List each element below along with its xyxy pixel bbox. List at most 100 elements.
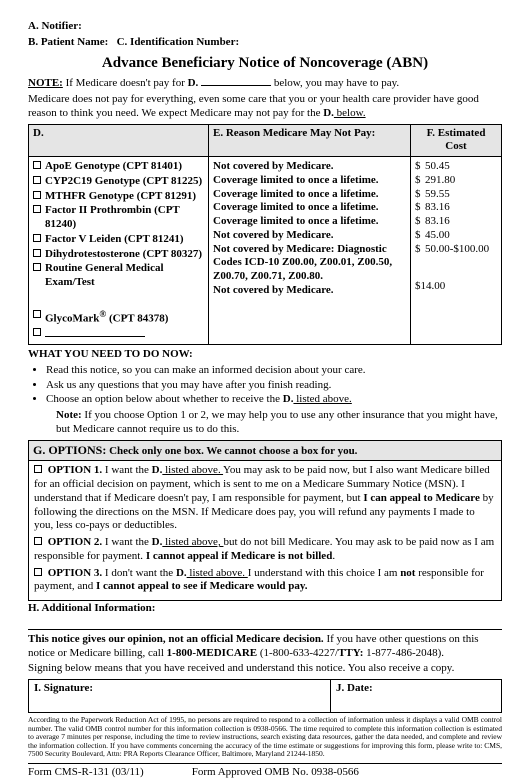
- t: TTY:: [338, 647, 363, 659]
- checkbox[interactable]: [33, 310, 41, 318]
- item-name: Routine General Medical Exam/Test: [45, 262, 204, 290]
- t: not: [400, 567, 415, 579]
- page-title: Advance Beneficiary Notice of Noncoverag…: [28, 54, 502, 73]
- note-label: NOTE:: [28, 77, 63, 89]
- list-item: Read this notice, so you can make an inf…: [46, 364, 502, 378]
- opt3-label: OPTION 3.: [48, 567, 102, 579]
- wyn-title: WHAT YOU NEED TO DO NOW:: [28, 348, 502, 362]
- signature-table: I. Signature: J. Date:: [28, 679, 502, 713]
- signature-cell[interactable]: I. Signature:: [29, 680, 331, 712]
- item-name: Dihydrotestosterone (CPT 80327): [45, 248, 202, 262]
- patient-name-label: B. Patient Name:: [28, 36, 108, 48]
- options-head-text: Check only one box. We cannot choose a b…: [109, 445, 357, 457]
- cost-val: 83.16: [425, 215, 450, 229]
- blank-d1[interactable]: [201, 76, 271, 86]
- item-name: CYP2C19 Genotype (CPT 81225): [45, 175, 202, 189]
- closing-p2: Signing below means that you have receiv…: [28, 662, 502, 676]
- intro-text-1b: below, you may have to pay.: [271, 77, 399, 89]
- id-number-label: C. Identification Number:: [117, 36, 240, 48]
- table-row: [33, 327, 204, 337]
- checkbox[interactable]: [33, 191, 41, 199]
- reason: Not covered by Medicare.: [213, 284, 406, 298]
- table-row: Factor V Leiden (CPT 81241): [33, 233, 204, 247]
- list-item: Ask us any questions that you may have a…: [46, 379, 502, 393]
- t: I want the: [102, 464, 151, 476]
- intro-text-2: Medicare does not pay for everything, ev…: [28, 93, 479, 119]
- cost-val: 50.45: [425, 160, 450, 174]
- checkbox-opt1[interactable]: [34, 465, 42, 473]
- option-2: OPTION 2. I want the D. listed above, bu…: [34, 536, 496, 564]
- notifier-label: A. Notifier:: [28, 20, 502, 34]
- t: D.: [152, 536, 163, 548]
- table-row: Dihydrotestosterone (CPT 80327): [33, 248, 204, 262]
- intro-text-1a: If Medicare doesn't pay for: [63, 77, 188, 89]
- checkbox[interactable]: [33, 234, 41, 242]
- checkbox[interactable]: [33, 161, 41, 169]
- t: listed above.: [162, 464, 223, 476]
- item-name: MTHFR Genotype (CPT 81291): [45, 190, 196, 204]
- b3-text: Choose an option below about whether to …: [46, 393, 283, 405]
- fineprint: According to the Paperwork Reduction Act…: [28, 716, 502, 759]
- checkbox-opt2[interactable]: [34, 537, 42, 545]
- blank-item[interactable]: [45, 327, 145, 337]
- col-f-body: $50.45 $291.80 $59.55 $83.16 $83.16 $45.…: [411, 157, 501, 344]
- date-cell[interactable]: J. Date:: [331, 680, 501, 712]
- intro-text-2end: below.: [334, 107, 366, 119]
- t: I don't want the: [102, 567, 176, 579]
- note-text: If you choose Option 1 or 2, we may help…: [56, 409, 498, 435]
- b3-listed: listed above.: [293, 393, 351, 405]
- cost-val: 59.55: [425, 188, 450, 202]
- footer: Form CMS-R-131 (03/11) Form Approved OMB…: [28, 763, 502, 780]
- cost-val: 50.00-$100.00: [425, 243, 489, 257]
- table-row: GlycoMark® (CPT 84378): [33, 309, 204, 326]
- t: 1-877-486-2048).: [363, 647, 444, 659]
- checkbox[interactable]: [33, 176, 41, 184]
- opt2-label: OPTION 2.: [48, 536, 102, 548]
- closing-p1: This notice gives our opinion, not an of…: [28, 633, 502, 661]
- option-1: OPTION 1. I want the D. listed above. Yo…: [34, 464, 496, 533]
- item-name: ApoE Genotype (CPT 81401): [45, 160, 182, 174]
- item-name: Factor V Leiden (CPT 81241): [45, 233, 184, 247]
- checkbox[interactable]: [33, 263, 41, 271]
- options-head: G. OPTIONS: Check only one box. We canno…: [29, 441, 501, 462]
- reason: Coverage limited to once a lifetime.: [213, 174, 406, 188]
- cost: $83.16: [415, 215, 497, 229]
- b3-d: D.: [283, 393, 294, 405]
- cost: $50.45: [415, 160, 497, 174]
- cost-val: 45.00: [425, 229, 450, 243]
- checkbox[interactable]: [33, 328, 41, 336]
- list-item: Choose an option below about whether to …: [46, 393, 502, 407]
- cost: $50.00-$100.00: [415, 243, 497, 257]
- options-label: G. OPTIONS:: [33, 443, 106, 457]
- checkbox-opt3[interactable]: [34, 568, 42, 576]
- intro-d: D.: [188, 77, 199, 89]
- glycomark-suffix: (CPT 84378): [106, 312, 168, 324]
- table-header: D. E. Reason Medicare May Not Pay: F. Es…: [29, 125, 501, 158]
- table-row: MTHFR Genotype (CPT 81291): [33, 190, 204, 204]
- col-e-body: Not covered by Medicare. Coverage limite…: [209, 157, 411, 344]
- checkbox[interactable]: [33, 205, 41, 213]
- table-row: ApoE Genotype (CPT 81401): [33, 160, 204, 174]
- table-row: CYP2C19 Genotype (CPT 81225): [33, 175, 204, 189]
- cost: $45.00: [415, 229, 497, 243]
- intro-line1: NOTE: If Medicare doesn't pay for D. bel…: [28, 76, 502, 91]
- option-3: OPTION 3. I don't want the D. listed abo…: [34, 567, 496, 595]
- col-f-head: F. Estimated Cost: [411, 125, 501, 157]
- t: I cannot appeal if Medicare is not bille…: [146, 550, 333, 562]
- cost: $83.16: [415, 201, 497, 215]
- col-d-head: D.: [29, 125, 209, 157]
- note-label: Note:: [56, 409, 82, 421]
- glycomark-name: GlycoMark: [45, 312, 99, 324]
- wyn-note: Note: If you choose Option 1 or 2, we ma…: [56, 409, 502, 437]
- cost: $291.80: [415, 174, 497, 188]
- table-row: Routine General Medical Exam/Test: [33, 262, 204, 290]
- cost: $59.55: [415, 188, 497, 202]
- item-name: Factor II Prothrombin (CPT 81240): [45, 204, 204, 232]
- cost: $14.00: [415, 280, 497, 294]
- checkbox[interactable]: [33, 249, 41, 257]
- t: listed above.: [187, 567, 248, 579]
- omb-number: Form Approved OMB No. 0938-0566: [192, 766, 359, 780]
- col-e-head: E. Reason Medicare May Not Pay:: [209, 125, 411, 157]
- t: I can appeal to Medicare: [363, 492, 480, 504]
- t: D.: [152, 464, 163, 476]
